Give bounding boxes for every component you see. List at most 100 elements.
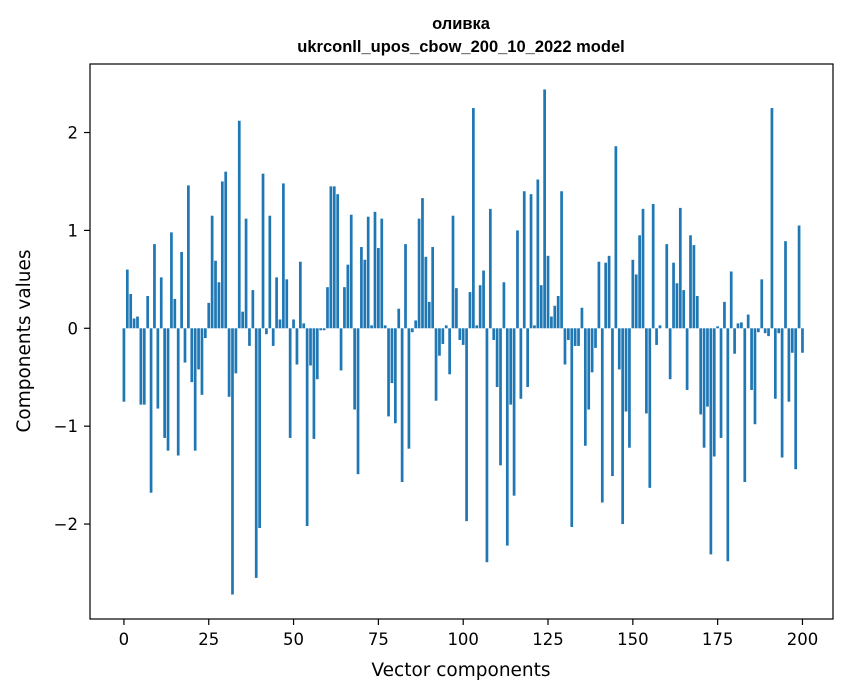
bar-100 [461,328,465,345]
bar-91 [431,247,435,329]
bar-47 [282,183,285,329]
bar-55 [309,328,312,366]
bar-195 [784,241,787,329]
bar-142 [604,262,608,329]
x-tick-label: 25 [198,630,219,649]
bar-44 [271,328,275,346]
bar-74 [373,211,377,329]
bar-173 [709,328,713,555]
bar-2 [129,294,133,329]
bar-133 [573,328,577,346]
bar-157 [655,328,658,345]
bar-190 [767,328,770,337]
bar-135 [580,307,584,329]
bar-122 [536,179,540,329]
bar-108 [488,208,492,329]
bar-58 [319,328,323,331]
bar-53 [302,323,306,329]
bar-80 [393,328,397,424]
bar-191 [770,108,774,329]
bar-29 [220,181,224,329]
x-tick-label: 75 [368,630,389,649]
chart-title-line-2: ukrconll_upos_cbow_200_10_2022 model [297,38,624,56]
bar-171 [702,328,706,448]
bar-115 [512,328,516,496]
bar-105 [478,285,482,329]
bar-175 [716,326,719,329]
bar-167 [689,235,692,329]
bar-1 [125,269,129,329]
bar-113 [505,328,509,546]
bar-129 [560,191,563,329]
bar-41 [261,173,265,329]
bar-168 [692,245,696,329]
bar-8 [149,328,153,493]
x-tick-label: 200 [787,630,819,649]
bar-124 [543,89,546,329]
bar-45 [275,277,278,329]
bar-46 [278,319,282,329]
bar-110 [495,328,499,388]
bar-160 [665,244,669,329]
bar-97 [451,215,455,329]
y-axis-ticks: −2 −1 0 1 2 [54,124,90,534]
x-tick-label: 125 [532,630,564,649]
bar-125 [546,255,550,329]
bar-17 [180,251,183,329]
bar-24 [203,328,207,339]
bar-76 [380,218,384,329]
bar-103 [472,108,475,329]
bar-186 [753,328,757,425]
bar-118 [522,191,526,329]
bar-146 [617,328,621,370]
bar-184 [746,314,750,329]
bar-174 [712,328,716,457]
bar-154 [645,328,648,414]
bar-61 [329,186,333,329]
bar-109 [492,328,496,341]
bar-127 [553,305,557,329]
bar-130 [563,328,567,365]
bar-12 [163,328,166,438]
bar-111 [499,328,502,466]
bar-126 [550,316,553,329]
bar-172 [706,328,709,407]
bar-143 [607,255,611,329]
bar-107 [485,328,489,563]
bar-71 [363,259,367,329]
bar-116 [516,230,519,329]
bar-121 [533,325,536,329]
bar-149 [628,328,631,448]
x-tick-label: 50 [283,630,304,649]
bars-group [122,89,804,595]
bar-162 [672,262,675,329]
bar-179 [729,271,733,329]
bar-169 [695,295,699,329]
bar-96 [448,328,451,375]
bar-128 [556,295,560,329]
bar-166 [685,328,689,390]
bar-34 [237,120,241,329]
bar-21 [193,328,197,451]
bar-20 [190,328,194,383]
x-axis-label: Vector components [371,660,550,681]
bar-140 [597,261,601,329]
bar-85 [410,328,414,333]
bar-27 [214,260,217,329]
bar-197 [790,328,794,353]
bar-3 [132,318,136,329]
bar-106 [482,270,485,329]
bar-189 [763,328,767,334]
bar-158 [658,325,662,329]
bar-132 [570,328,574,527]
bar-10 [156,328,160,409]
bar-84 [407,328,411,449]
bar-13 [166,328,170,451]
bar-26 [210,215,214,329]
bar-156 [651,203,655,329]
bar-138 [590,328,594,373]
bar-176 [719,328,723,438]
bar-49 [288,328,292,438]
bar-18 [183,328,187,363]
bar-87 [417,218,421,329]
